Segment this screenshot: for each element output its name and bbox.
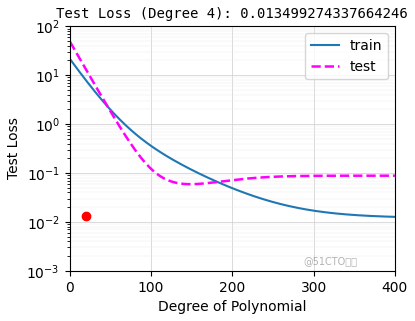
Title: Test Loss (Degree 4): 0.013499274337664246: Test Loss (Degree 4): 0.0134992743376642… — [56, 7, 408, 21]
test — [68, 40, 73, 44]
test — [393, 174, 398, 178]
train — [84, 79, 89, 83]
train — [323, 210, 328, 214]
test — [188, 182, 193, 186]
Legend: train, test: train, test — [305, 33, 388, 79]
Line: test: test — [70, 42, 395, 184]
train — [68, 57, 73, 61]
train — [383, 215, 388, 219]
test — [383, 174, 388, 178]
test — [226, 179, 231, 183]
test — [324, 174, 329, 178]
test — [84, 68, 89, 72]
train — [383, 215, 388, 219]
Text: @51CTO博客: @51CTO博客 — [304, 256, 358, 266]
train — [393, 215, 398, 219]
train — [225, 185, 230, 188]
test — [383, 174, 388, 178]
test — [217, 180, 222, 184]
Line: train: train — [70, 59, 395, 217]
X-axis label: Degree of Polynomial: Degree of Polynomial — [158, 300, 307, 314]
Y-axis label: Test Loss: Test Loss — [7, 117, 21, 179]
train — [217, 181, 222, 185]
